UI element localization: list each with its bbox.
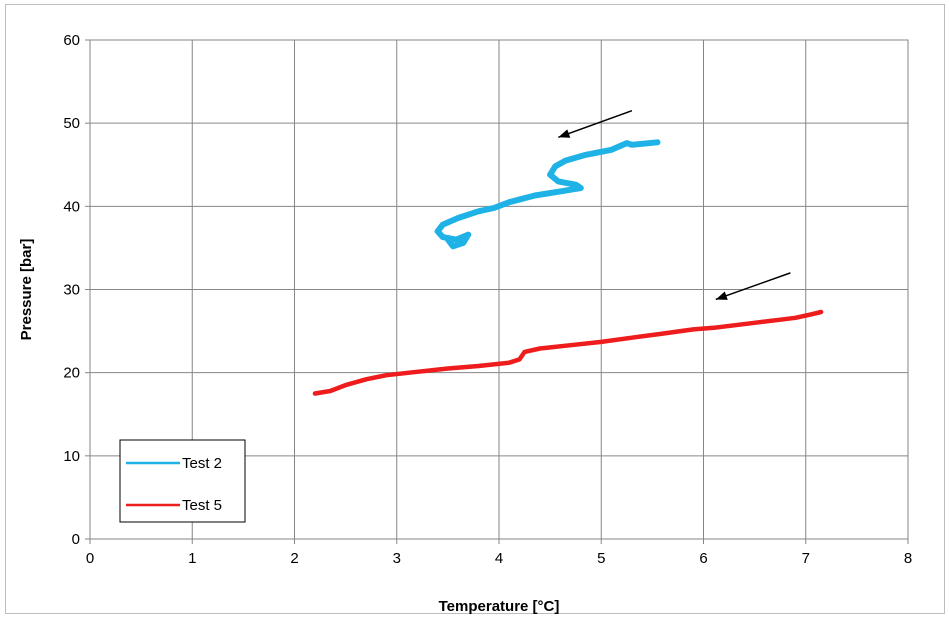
- arrow-head: [715, 291, 728, 300]
- x-tick-label: 0: [86, 550, 94, 567]
- x-tick-label: 5: [597, 550, 605, 567]
- series-line-test-5: [312, 309, 824, 396]
- y-tick-label: 0: [72, 531, 80, 548]
- x-tick-label: 4: [495, 550, 503, 567]
- x-axis-title: Temperature [°C]: [439, 598, 560, 615]
- tick-labels: 0 1 2 3 4 5 6 7 8 0 10 20 30 40 50 60: [63, 32, 912, 567]
- y-tick-label: 60: [63, 32, 80, 49]
- y-tick-label: 40: [63, 198, 80, 215]
- arrow-head: [558, 129, 571, 138]
- arrow-shaft: [558, 109, 633, 139]
- series-line-test-2: [434, 139, 661, 250]
- x-tick-label: 7: [802, 550, 810, 567]
- arrow-shaft: [715, 272, 791, 301]
- x-tick-label: 3: [393, 550, 401, 567]
- legend-label-test-2: Test 2: [182, 455, 222, 472]
- y-tick-label: 50: [63, 115, 80, 132]
- y-tick-label: 10: [63, 448, 80, 465]
- x-tick-label: 8: [904, 550, 912, 567]
- y-tick-label: 30: [63, 282, 80, 299]
- y-tick-label: 20: [63, 365, 80, 382]
- x-tick-label: 6: [699, 550, 707, 567]
- legend-label-test-5: Test 5: [182, 497, 222, 514]
- series-lines: [312, 139, 824, 396]
- x-tick-label: 1: [188, 550, 196, 567]
- x-tick-label: 2: [290, 550, 298, 567]
- y-axis-title: Pressure [bar]: [18, 239, 35, 341]
- annotations: [558, 109, 791, 301]
- legend: Test 2 Test 5: [119, 439, 246, 523]
- legend-box: [119, 439, 246, 523]
